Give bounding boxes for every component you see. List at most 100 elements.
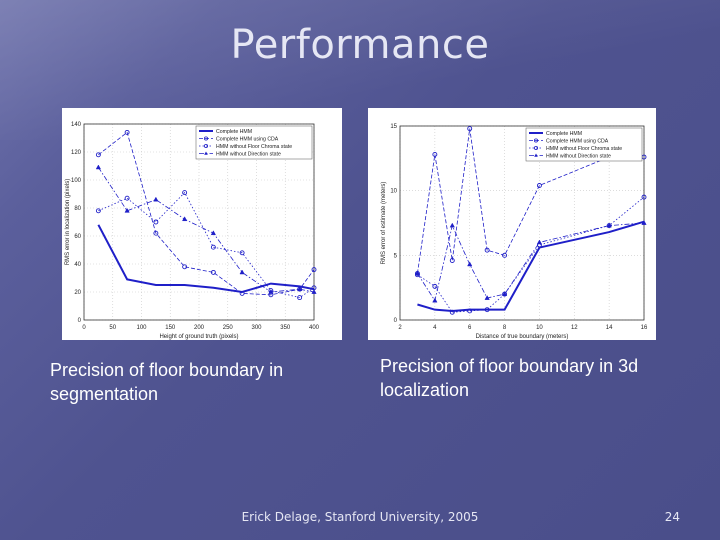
- legend-label: Complete HMM using CDA: [216, 137, 279, 143]
- y-tick-label: 20: [74, 290, 81, 296]
- x-tick-label: 250: [223, 325, 234, 331]
- slide-title: Performance: [230, 22, 490, 68]
- x-tick-label: 2: [398, 325, 402, 331]
- data-point: [449, 258, 455, 263]
- data-point: [268, 289, 274, 294]
- x-tick-label: 350: [280, 325, 291, 331]
- series-line-1: [417, 128, 644, 274]
- x-tick-label: 100: [136, 325, 147, 331]
- y-tick-label: 60: [74, 234, 81, 240]
- legend-marker: [203, 144, 208, 149]
- legend-marker: [204, 151, 208, 155]
- data-point: [124, 129, 130, 135]
- data-point: [502, 252, 508, 258]
- data-point: [95, 152, 101, 158]
- data-point: [153, 219, 159, 225]
- x-tick-label: 16: [641, 325, 648, 331]
- data-point: [95, 208, 101, 214]
- x-tick-label: 14: [606, 325, 613, 331]
- legend-marker: [534, 153, 538, 157]
- series-line-0: [417, 220, 645, 312]
- data-point: [311, 289, 317, 294]
- data-point: [182, 264, 188, 270]
- data-point: [210, 244, 216, 250]
- chart-panel-segmentation: 0 50 100 150 200 250 300 350 400 0 20 40 60 80 100 120 1…: [62, 108, 342, 340]
- x-axis-label: Height of ground truth (pixels): [159, 334, 238, 340]
- y-tick-label: 100: [71, 178, 82, 184]
- data-point: [239, 290, 245, 296]
- data-point: [501, 291, 508, 296]
- x-tick-label: 12: [571, 325, 578, 331]
- y-axis-label: RMS error in localization (pixels): [65, 179, 71, 265]
- data-point: [124, 195, 130, 201]
- y-tick-label: 10: [390, 189, 397, 195]
- series-line-0: [97, 224, 315, 294]
- data-point: [641, 194, 647, 200]
- data-point: [414, 270, 421, 276]
- legend-label: HMM without Floor Chroma state: [546, 146, 622, 152]
- legend-label: HMM without Floor Chroma state: [216, 144, 292, 150]
- y-tick-label: 0: [78, 318, 82, 324]
- y-tick-label: 5: [394, 253, 398, 259]
- y-tick-label: 80: [74, 206, 81, 212]
- data-point: [606, 222, 612, 228]
- legend-label: HMM without Direction state: [216, 152, 281, 158]
- y-tick-label: 120: [71, 150, 82, 156]
- data-point: [432, 297, 438, 303]
- data-point: [239, 250, 245, 256]
- y-tick-label: 15: [390, 124, 397, 130]
- data-point: [449, 222, 455, 228]
- x-tick-label: 0: [82, 325, 86, 331]
- y-tick-label: 0: [394, 318, 398, 324]
- x-tick-label: 150: [165, 325, 176, 331]
- data-point: [467, 126, 473, 132]
- x-tick-label: 8: [503, 325, 507, 331]
- legend-box: [195, 125, 313, 160]
- data-point: [297, 286, 303, 292]
- x-tick-label: 10: [536, 325, 543, 331]
- legend-label: Complete HMM using CDA: [546, 139, 609, 145]
- y-tick-label: 40: [74, 262, 81, 268]
- data-point: [182, 216, 188, 222]
- data-point: [536, 183, 542, 188]
- y-tick-label: 140: [71, 122, 82, 128]
- legend-marker: [533, 146, 538, 151]
- chart-panel-localization: 2 4 6 8 10 12 14 16 0 5 10 15 Distance of true bound…: [368, 108, 656, 340]
- chart-localization: 2 4 6 8 10 12 14 16 0 5 10 15 Distance of true bound…: [381, 124, 648, 340]
- data-point: [297, 295, 303, 301]
- data-point: [641, 220, 647, 225]
- data-point: [536, 239, 543, 245]
- legend-marker: [533, 138, 538, 143]
- legend-marker: [203, 136, 208, 141]
- legend-label: Complete HMM: [216, 129, 252, 135]
- data-point: [449, 309, 455, 315]
- data-point: [432, 283, 438, 289]
- data-point: [124, 207, 130, 213]
- y-axis-label: RMS error of estimate (meters): [381, 182, 387, 265]
- legend-label: HMM without Direction state: [546, 154, 611, 160]
- x-tick-label: 50: [109, 325, 116, 331]
- x-tick-label: 6: [468, 325, 472, 331]
- data-point: [484, 307, 490, 313]
- data-point: [484, 295, 490, 300]
- data-point: [182, 190, 188, 196]
- data-point: [210, 269, 216, 275]
- x-tick-label: 300: [251, 325, 262, 331]
- x-tick-label: 200: [194, 325, 205, 331]
- series-line-2: [98, 191, 315, 299]
- page-number: 24: [664, 510, 680, 524]
- data-point: [467, 261, 473, 267]
- chart-segmentation: 0 50 100 150 200 250 300 350 400 0 20 40 60 80 100 120 1…: [65, 122, 320, 340]
- footer-credit: Erick Delage, Stanford University, 2005: [241, 510, 479, 524]
- caption-localization: Precision of floor boundary in 3d locali…: [380, 356, 639, 400]
- plot-area: [83, 123, 315, 321]
- series-line-3: [98, 167, 315, 293]
- x-axis-label: Distance of true boundary (meters): [476, 334, 569, 340]
- data-point: [467, 308, 473, 314]
- legend-box: [525, 127, 643, 162]
- data-point: [95, 164, 101, 170]
- data-point: [239, 269, 245, 275]
- x-tick-label: 400: [309, 325, 320, 331]
- data-point: [153, 196, 159, 202]
- legend-label: Complete HMM: [546, 131, 582, 137]
